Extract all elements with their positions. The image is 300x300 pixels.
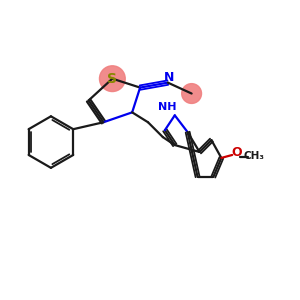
Text: S: S <box>107 72 117 86</box>
Text: O: O <box>231 146 242 160</box>
Circle shape <box>100 66 125 92</box>
Text: NH: NH <box>158 102 176 112</box>
Text: CH₃: CH₃ <box>244 151 265 161</box>
Text: N: N <box>164 71 174 84</box>
Circle shape <box>182 84 202 103</box>
